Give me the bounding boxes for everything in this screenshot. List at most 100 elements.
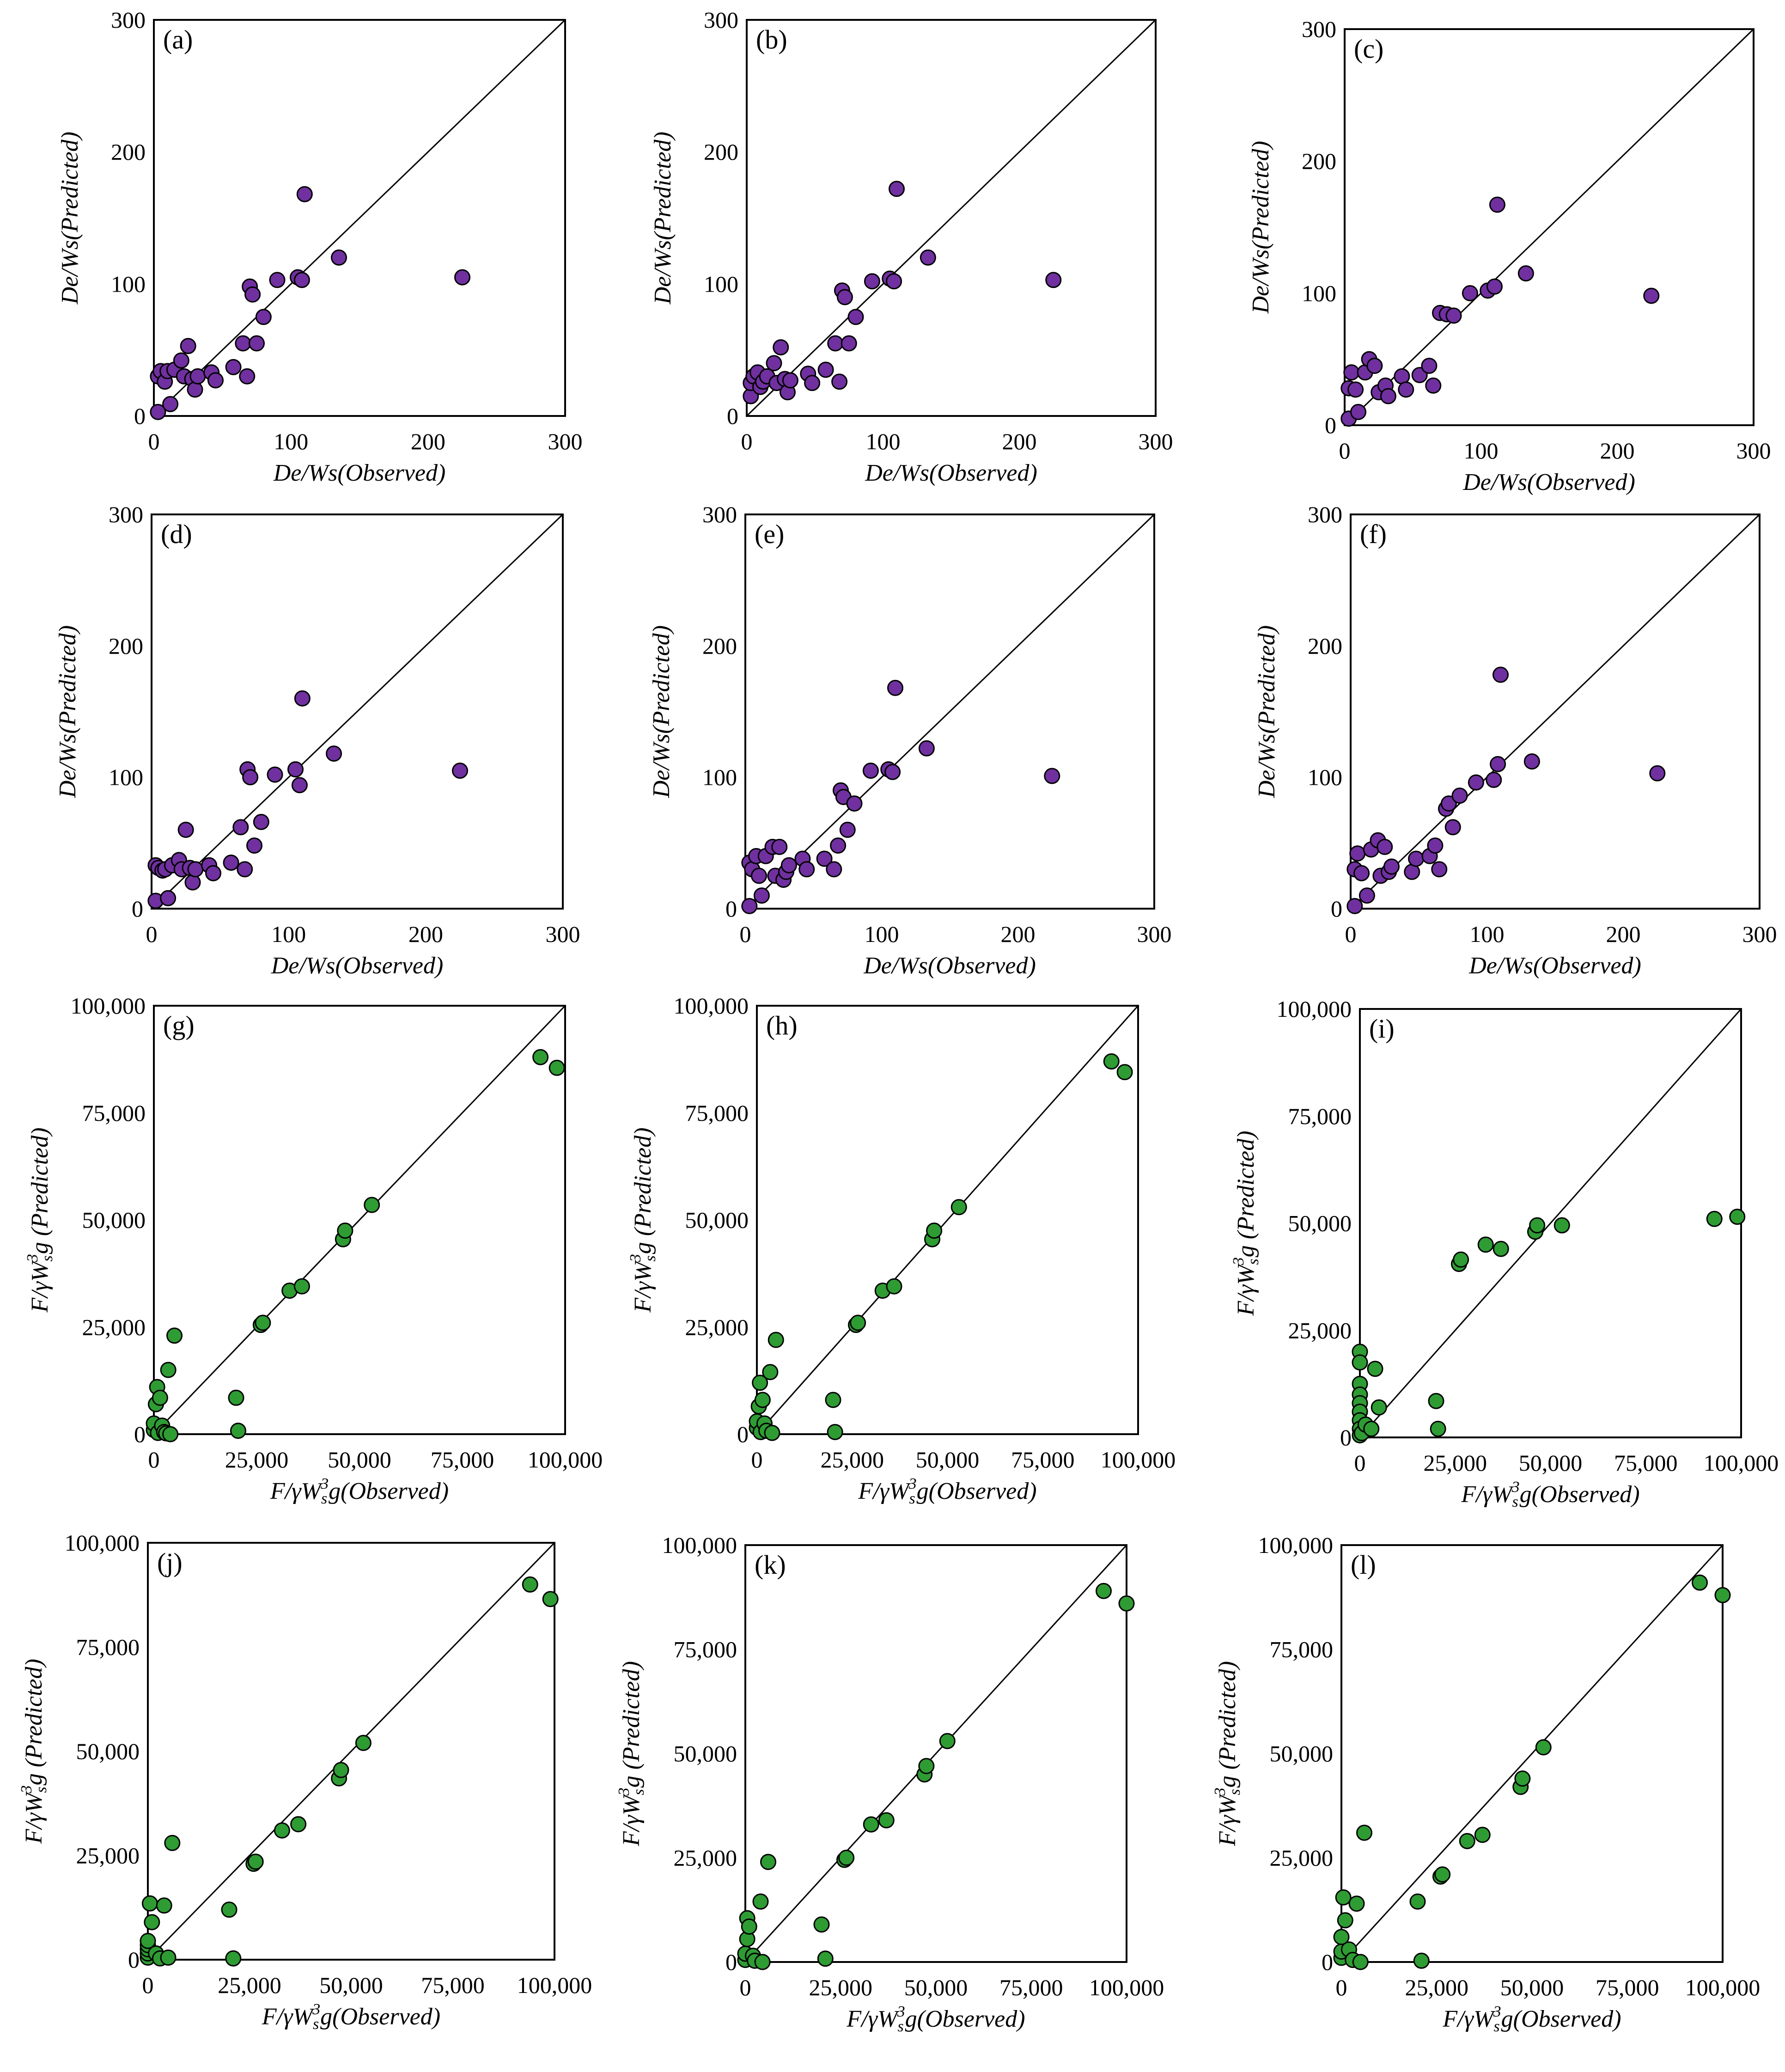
data-point bbox=[887, 679, 903, 696]
x-tick-label: 300 bbox=[1139, 428, 1173, 454]
data-point bbox=[1380, 388, 1396, 404]
data-point bbox=[1535, 1739, 1552, 1755]
data-point bbox=[454, 269, 470, 286]
identity-line bbox=[151, 513, 564, 910]
scatter-panel-c: 0 100 200 300 0 100 200 300 (c) De/Ws(Observed) De… bbox=[1248, 16, 1771, 495]
x-tick-label: 200 bbox=[1001, 921, 1036, 947]
data-point bbox=[452, 762, 468, 779]
y-tick-label: 75,000 bbox=[1270, 1637, 1334, 1662]
data-point bbox=[1514, 1770, 1531, 1787]
x-tick-label: 25,000 bbox=[1424, 1450, 1487, 1476]
y-tick-label: 0 bbox=[1325, 412, 1336, 438]
data-point bbox=[242, 769, 259, 786]
data-point bbox=[189, 368, 206, 385]
y-tick-label: 0 bbox=[134, 403, 146, 429]
x-tick-label: 0 bbox=[1354, 1450, 1366, 1476]
data-point bbox=[1462, 285, 1478, 301]
scatter-panel-k: 0 25,000 50,000 75,000 100,000 0 25,000 50,000 7… bbox=[615, 1532, 1164, 2035]
data-point bbox=[1383, 858, 1400, 875]
identity-line bbox=[1344, 28, 1755, 426]
x-tick-label: 0 bbox=[1339, 438, 1351, 464]
data-point bbox=[1729, 1209, 1746, 1225]
y-tick-label: 75,000 bbox=[685, 1100, 749, 1126]
data-point bbox=[741, 898, 758, 914]
data-point bbox=[164, 1834, 181, 1851]
data-point bbox=[1490, 756, 1506, 772]
y-tick-label: 100 bbox=[704, 271, 738, 297]
y-tick-label: 200 bbox=[704, 139, 738, 165]
x-tick-label: 75,000 bbox=[1614, 1450, 1678, 1476]
identity-line bbox=[1350, 513, 1761, 910]
scatter-panel-a: 0 100 200 300 0 100 200 300 (a) De/Ws(Observed) De… bbox=[57, 7, 583, 486]
data-point bbox=[542, 1591, 559, 1607]
data-point bbox=[1477, 1236, 1494, 1253]
x-axis-title: F/γWs3g(Observed) bbox=[858, 1475, 1036, 1507]
data-point bbox=[1468, 774, 1484, 791]
data-point bbox=[1425, 377, 1442, 394]
x-axis-title: F/γWs3g(Observed) bbox=[846, 2003, 1025, 2035]
y-tick-label: 50,000 bbox=[1288, 1210, 1352, 1236]
y-tick-label: 50,000 bbox=[76, 1738, 140, 1764]
data-point bbox=[1349, 845, 1366, 862]
data-point bbox=[160, 1949, 177, 1966]
data-point bbox=[1486, 771, 1502, 788]
data-point bbox=[847, 309, 864, 325]
panel-label: (c) bbox=[1354, 34, 1383, 64]
x-axis-title: F/γWs3g(Observed) bbox=[270, 1475, 449, 1507]
y-tick-label: 300 bbox=[1308, 501, 1342, 527]
y-tick-label: 0 bbox=[1322, 1949, 1333, 1975]
x-tick-label: 75,000 bbox=[999, 1974, 1063, 2000]
data-point bbox=[798, 861, 815, 878]
plot-frame bbox=[756, 1005, 1139, 1435]
x-tick-label: 50,000 bbox=[328, 1447, 391, 1473]
x-tick-label: 25,000 bbox=[821, 1447, 884, 1473]
y-tick-label: 200 bbox=[1308, 633, 1342, 659]
data-point bbox=[768, 1332, 784, 1348]
y-tick-label: 0 bbox=[128, 1947, 140, 1973]
data-point bbox=[326, 745, 342, 762]
data-point bbox=[1428, 1393, 1444, 1409]
x-tick-label: 75,000 bbox=[421, 1972, 485, 1998]
data-point bbox=[205, 865, 221, 881]
x-tick-label: 75,000 bbox=[431, 1447, 494, 1473]
data-point bbox=[274, 1822, 290, 1839]
x-tick-label: 0 bbox=[741, 428, 753, 454]
data-point bbox=[771, 838, 788, 855]
panel-label: (j) bbox=[157, 1547, 183, 1577]
data-point bbox=[831, 373, 848, 390]
x-tick-label: 0 bbox=[740, 921, 751, 947]
y-tick-label: 0 bbox=[1340, 1424, 1352, 1450]
plot-frame bbox=[1340, 1544, 1724, 1963]
data-point bbox=[827, 335, 844, 352]
data-point bbox=[232, 819, 249, 836]
data-point bbox=[246, 837, 262, 854]
data-point bbox=[1352, 1954, 1369, 1970]
y-tick-label: 100 bbox=[109, 764, 143, 790]
y-tick-label: 25,000 bbox=[1270, 1845, 1334, 1871]
data-point bbox=[1493, 666, 1509, 683]
y-tick-label: 25,000 bbox=[1288, 1317, 1352, 1343]
panel-label: (i) bbox=[1369, 1014, 1395, 1044]
data-point bbox=[548, 1059, 565, 1076]
data-point bbox=[239, 368, 256, 385]
y-tick-label: 0 bbox=[737, 1421, 749, 1447]
y-tick-label: 25,000 bbox=[82, 1314, 146, 1340]
plot-frame bbox=[147, 1542, 555, 1961]
x-tick-label: 100 bbox=[865, 921, 899, 947]
y-tick-label: 200 bbox=[1302, 148, 1336, 174]
data-point bbox=[207, 372, 224, 389]
data-point bbox=[1371, 1399, 1387, 1416]
panel-label: (b) bbox=[756, 24, 787, 55]
x-tick-label: 100 bbox=[1464, 438, 1499, 464]
data-point bbox=[140, 1932, 156, 1949]
data-point bbox=[1444, 819, 1461, 836]
data-point bbox=[1343, 364, 1360, 381]
scatter-panel-b: 0 100 200 300 0 100 200 300 (b) De/Ws(Observed) De… bbox=[650, 7, 1173, 486]
y-tick-label: 25,000 bbox=[685, 1314, 749, 1340]
y-tick-label: 75,000 bbox=[1288, 1103, 1352, 1129]
data-point bbox=[813, 1916, 830, 1933]
data-point bbox=[291, 777, 308, 794]
data-point bbox=[364, 1197, 380, 1213]
y-tick-label: 25,000 bbox=[674, 1845, 737, 1871]
data-point bbox=[1359, 887, 1375, 904]
